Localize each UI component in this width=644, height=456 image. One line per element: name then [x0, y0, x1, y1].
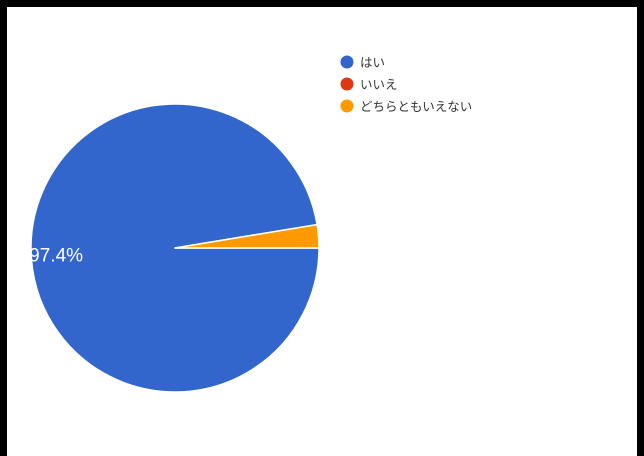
legend-item-2[interactable]: どちらともいえない	[340, 99, 473, 114]
slice-2[interactable]	[174, 223, 320, 249]
legend-swatch-0	[340, 55, 354, 69]
legend-label-1: いいえ	[360, 77, 398, 92]
legend-label-0: はい	[360, 55, 385, 70]
legend-item-1[interactable]: いいえ	[340, 77, 398, 92]
pie-data-labels: 97.4%	[29, 246, 83, 267]
legend-swatch-2	[340, 99, 354, 113]
pie-slices	[30, 103, 320, 393]
legend-swatch-1	[340, 77, 354, 91]
slice-label-0: 97.4%	[29, 246, 83, 267]
legend-item-0[interactable]: はい	[340, 55, 386, 70]
legend-label-2: どちらともいえない	[360, 99, 472, 114]
